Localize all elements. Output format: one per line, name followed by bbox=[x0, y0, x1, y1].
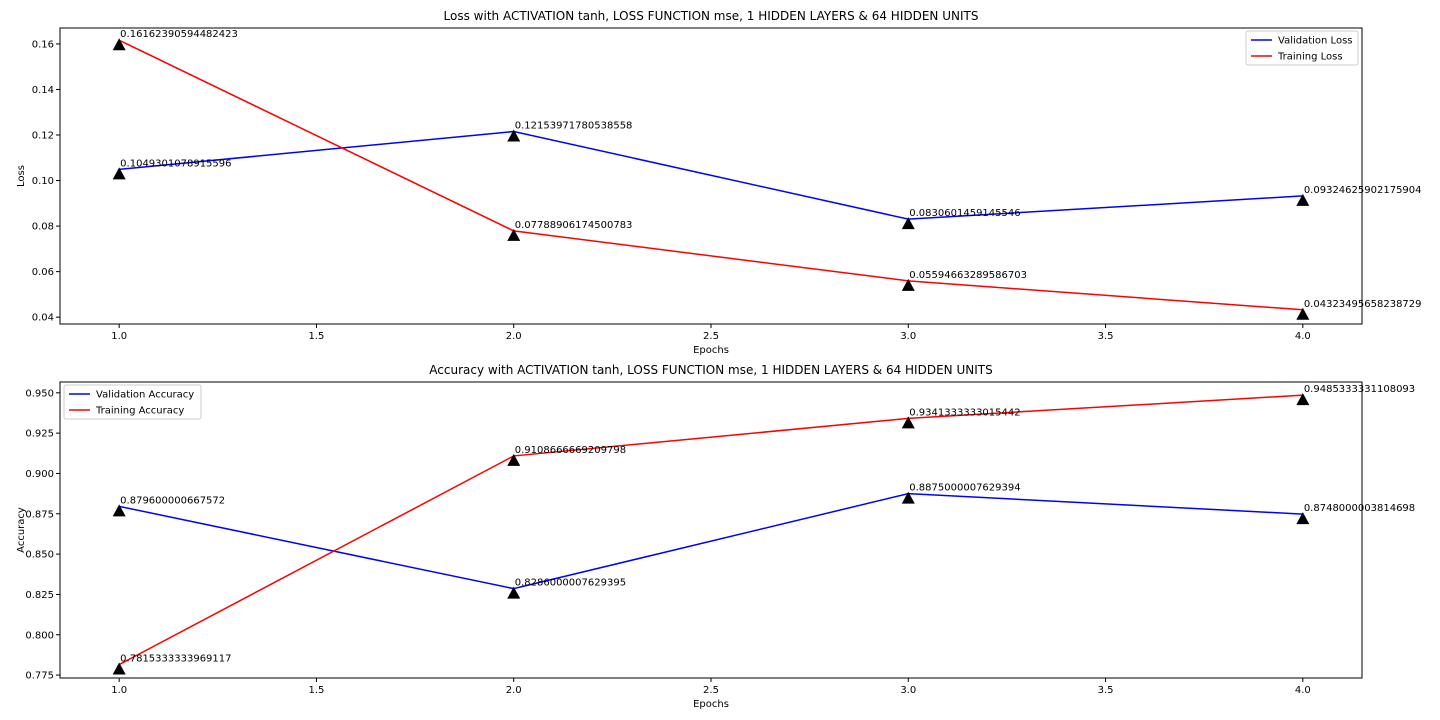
data-point-marker bbox=[901, 278, 915, 291]
y-tick-label: 0.850 bbox=[25, 550, 54, 561]
y-tick-label: 0.16 bbox=[32, 39, 54, 50]
series-line-training bbox=[118, 394, 1303, 666]
y-tick-label: 0.775 bbox=[25, 671, 54, 682]
data-point-marker bbox=[1296, 393, 1310, 406]
x-tick-label: 2.5 bbox=[703, 685, 719, 696]
x-tick-label: 4.0 bbox=[1295, 331, 1311, 342]
y-tick-label: 0.950 bbox=[25, 388, 54, 399]
legend-entry: Validation Accuracy bbox=[96, 390, 194, 401]
data-point-marker bbox=[901, 416, 915, 429]
legend: Validation Accuracy Training Accuracy bbox=[63, 384, 202, 420]
series-line-validation bbox=[119, 492, 1303, 590]
data-point-marker bbox=[1296, 307, 1310, 320]
data-point-marker bbox=[1296, 512, 1310, 525]
data-label: 0.9485333331108093 bbox=[1304, 384, 1415, 395]
legend: Validation Loss Training Loss bbox=[1245, 30, 1359, 66]
y-tick-label: 0.800 bbox=[25, 630, 54, 641]
data-label: 0.879600000667572 bbox=[120, 495, 225, 506]
data-label: 0.04323495658238729 bbox=[1304, 299, 1422, 310]
x-tick-label: 2.0 bbox=[506, 685, 522, 696]
x-tick-label: 3.0 bbox=[900, 685, 916, 696]
data-label: 0.9108666669209798 bbox=[515, 445, 626, 456]
y-tick-label: 0.06 bbox=[32, 267, 54, 278]
loss-chart: Loss with ACTIVATION tanh, LOSS FUNCTION… bbox=[16, 9, 1422, 356]
legend-box bbox=[63, 384, 202, 420]
x-tick-label: 3.5 bbox=[1098, 331, 1114, 342]
legend-entry: Training Accuracy bbox=[95, 406, 184, 417]
y-tick-label: 0.825 bbox=[25, 590, 54, 601]
accuracy-chart: Accuracy with ACTIVATION tanh, LOSS FUNC… bbox=[16, 363, 1415, 710]
data-point-marker bbox=[112, 504, 126, 517]
y-tick-label: 0.925 bbox=[25, 429, 54, 440]
data-label: 0.05594663289586703 bbox=[909, 270, 1027, 281]
data-point-marker bbox=[112, 38, 126, 51]
data-label: 0.12153971780538558 bbox=[515, 121, 633, 132]
series-line-validation bbox=[119, 130, 1303, 220]
data-label: 0.8286000007629395 bbox=[515, 578, 626, 589]
x-tick-label: 2.0 bbox=[506, 331, 522, 342]
data-label: 0.8875000007629394 bbox=[909, 483, 1020, 494]
series-line-training bbox=[118, 39, 1303, 311]
data-label: 0.7815333333969117 bbox=[120, 654, 231, 665]
data-point-marker bbox=[507, 453, 521, 466]
legend-entry: Training Loss bbox=[1277, 52, 1343, 63]
data-point-marker bbox=[112, 167, 126, 180]
x-axis-label: Epochs bbox=[693, 345, 729, 356]
legend-box bbox=[1245, 30, 1359, 66]
data-label: 0.09324625902175904 bbox=[1304, 185, 1422, 196]
data-point-marker bbox=[901, 491, 915, 504]
data-label: 0.8748000003814698 bbox=[1304, 503, 1415, 514]
data-label: 0.9341333333015442 bbox=[909, 407, 1020, 418]
y-axis-label: Accuracy bbox=[16, 507, 27, 553]
y-tick-label: 0.875 bbox=[25, 509, 54, 520]
y-tick-label: 0.04 bbox=[32, 313, 54, 324]
plot-frame bbox=[59, 381, 1363, 679]
data-label: 0.0830601459145546 bbox=[909, 208, 1020, 219]
data-point-marker bbox=[112, 662, 126, 675]
data-label: 0.07788906174500783 bbox=[515, 220, 633, 231]
y-tick-label: 0.12 bbox=[32, 131, 54, 142]
x-tick-label: 2.5 bbox=[703, 331, 719, 342]
x-axis-label: Epochs bbox=[693, 699, 729, 710]
data-point-marker bbox=[507, 129, 521, 142]
data-label: 0.16162390594482423 bbox=[120, 29, 238, 40]
data-point-marker bbox=[1296, 193, 1310, 206]
x-tick-label: 1.0 bbox=[111, 685, 127, 696]
data-point-marker bbox=[901, 217, 915, 230]
chart-title: Accuracy with ACTIVATION tanh, LOSS FUNC… bbox=[429, 363, 992, 377]
data-point-marker bbox=[507, 586, 521, 599]
data-label: 0.1049301078915596 bbox=[120, 158, 231, 169]
y-tick-label: 0.08 bbox=[32, 222, 54, 233]
x-tick-label: 1.0 bbox=[111, 331, 127, 342]
data-point-marker bbox=[507, 228, 521, 241]
y-axis-label: Loss bbox=[16, 165, 27, 187]
legend-entry: Validation Loss bbox=[1278, 36, 1353, 47]
y-tick-label: 0.900 bbox=[25, 469, 54, 480]
chart-title: Loss with ACTIVATION tanh, LOSS FUNCTION… bbox=[444, 9, 979, 23]
x-tick-label: 4.0 bbox=[1295, 685, 1311, 696]
x-tick-label: 1.5 bbox=[309, 331, 325, 342]
x-tick-label: 1.5 bbox=[309, 685, 325, 696]
x-tick-label: 3.5 bbox=[1098, 685, 1114, 696]
y-tick-label: 0.10 bbox=[32, 176, 54, 187]
y-tick-label: 0.14 bbox=[32, 85, 54, 96]
x-tick-label: 3.0 bbox=[900, 331, 916, 342]
